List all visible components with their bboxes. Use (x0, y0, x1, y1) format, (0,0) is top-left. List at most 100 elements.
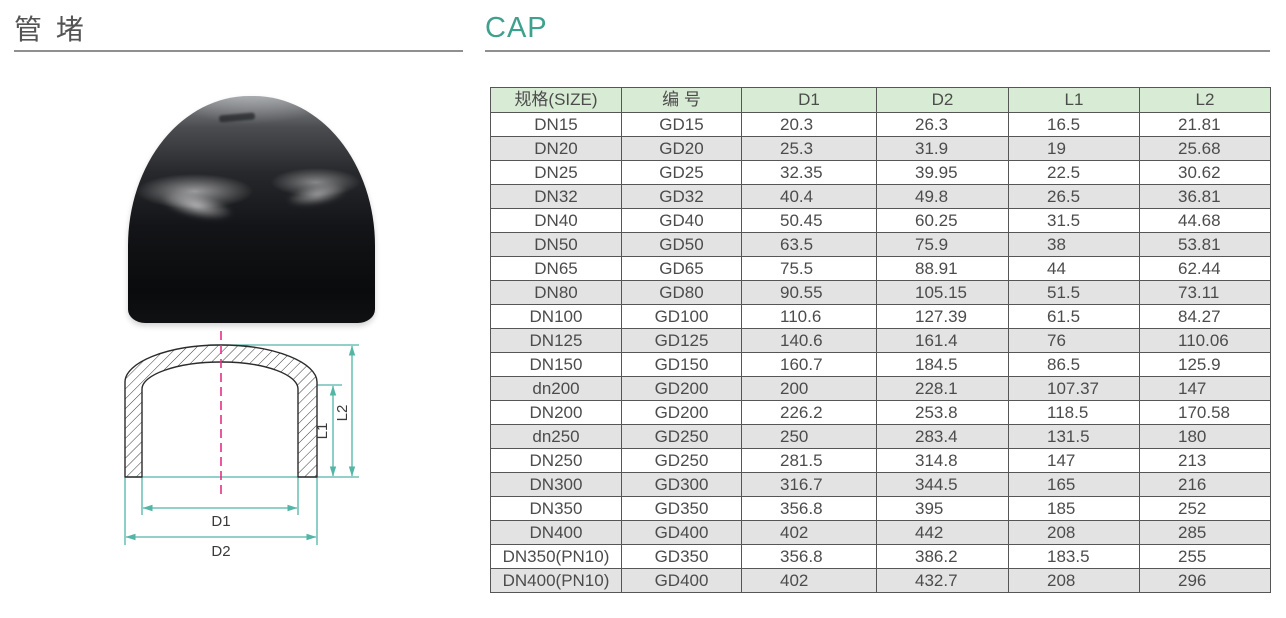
table-row: DN32 GD32 40.4 49.8 26.5 36.81 (490, 184, 1271, 209)
table-row: DN100 GD100 110.6 127.39 61.5 84.27 (490, 304, 1271, 329)
spec-value-cell: 250 (741, 424, 877, 449)
spec-value-cell: 296 (1139, 568, 1271, 593)
spec-value-cell: 20.3 (741, 112, 877, 137)
dim-label-l2: L2 (334, 405, 351, 422)
table-row: DN40 GD40 50.45 60.25 31.5 44.68 (490, 208, 1271, 233)
spec-value-cell: 44 (1008, 256, 1140, 281)
spec-value-cell: 185 (1008, 496, 1140, 521)
spec-value-cell: 62.44 (1139, 256, 1271, 281)
dim-label-d2: D2 (211, 543, 230, 560)
spec-value-cell: 140.6 (741, 328, 877, 353)
spec-id-cell: DN15 (490, 112, 622, 137)
spec-id-cell: GD400 (621, 520, 742, 545)
column-header: L1 (1008, 87, 1140, 113)
page-title-cn: 管 堵 (14, 14, 87, 45)
spec-value-cell: 314.8 (876, 448, 1009, 473)
spec-id-cell: GD300 (621, 472, 742, 497)
spec-id-cell: dn200 (490, 376, 622, 401)
dimension-extension-lines (124, 344, 359, 545)
spec-table-header: 规格(SIZE) 编 号 D1 D2 L1 L2 (490, 87, 1271, 113)
spec-value-cell: 60.25 (876, 208, 1009, 233)
spec-id-cell: DN20 (490, 136, 622, 161)
spec-table-container: 规格(SIZE) 编 号 D1 D2 L1 L2 DN15 GD15 20.3 26.3 16.5… (490, 87, 1271, 593)
spec-value-cell: 30.62 (1139, 160, 1271, 185)
spec-value-cell: 39.95 (876, 160, 1009, 185)
spec-id-cell: GD20 (621, 136, 742, 161)
spec-id-cell: GD350 (621, 544, 742, 569)
cap-section-outline (124, 344, 318, 478)
spec-id-cell: GD350 (621, 496, 742, 521)
spec-value-cell: 402 (741, 568, 877, 593)
spec-value-cell: 25.3 (741, 136, 877, 161)
spec-value-cell: 40.4 (741, 184, 877, 209)
spec-id-cell: DN400(PN10) (490, 568, 622, 593)
spec-value-cell: 316.7 (741, 472, 877, 497)
dim-label-d1: D1 (211, 513, 230, 530)
spec-id-cell: GD80 (621, 280, 742, 305)
spec-table: 规格(SIZE) 编 号 D1 D2 L1 L2 DN15 GD15 20.3 26.3 16.5… (490, 87, 1271, 593)
spec-id-cell: DN125 (490, 328, 622, 353)
spec-value-cell: 285 (1139, 520, 1271, 545)
spec-value-cell: 402 (741, 520, 877, 545)
table-row: DN150 GD150 160.7 184.5 86.5 125.9 (490, 352, 1271, 377)
spec-value-cell: 253.8 (876, 400, 1009, 425)
spec-id-cell: DN40 (490, 208, 622, 233)
spec-value-cell: 131.5 (1008, 424, 1140, 449)
spec-value-cell: 344.5 (876, 472, 1009, 497)
spec-value-cell: 53.81 (1139, 232, 1271, 257)
spec-value-cell: 51.5 (1008, 280, 1140, 305)
spec-value-cell: 395 (876, 496, 1009, 521)
spec-value-cell: 183.5 (1008, 544, 1140, 569)
spec-id-cell: DN25 (490, 160, 622, 185)
spec-value-cell: 16.5 (1008, 112, 1140, 137)
spec-value-cell: 63.5 (741, 232, 877, 257)
dimension-lines (125, 345, 356, 541)
spec-id-cell: DN50 (490, 232, 622, 257)
spec-value-cell: 26.3 (876, 112, 1009, 137)
spec-value-cell: 110.06 (1139, 328, 1271, 353)
spec-id-cell: GD50 (621, 232, 742, 257)
dim-label-l1: L1 (314, 423, 331, 440)
spec-value-cell: 216 (1139, 472, 1271, 497)
spec-id-cell: DN65 (490, 256, 622, 281)
table-row: DN300 GD300 316.7 344.5 165 216 (490, 472, 1271, 497)
spec-value-cell: 228.1 (876, 376, 1009, 401)
spec-id-cell: GD32 (621, 184, 742, 209)
spec-value-cell: 356.8 (741, 544, 877, 569)
column-header: D1 (741, 87, 877, 113)
spec-value-cell: 160.7 (741, 352, 877, 377)
title-rule-en (485, 50, 1270, 52)
spec-id-cell: DN350 (490, 496, 622, 521)
spec-value-cell: 105.15 (876, 280, 1009, 305)
spec-value-cell: 208 (1008, 520, 1140, 545)
spec-id-cell: GD15 (621, 112, 742, 137)
column-header: D2 (876, 87, 1009, 113)
title-rule-cn (14, 50, 463, 52)
spec-value-cell: 61.5 (1008, 304, 1140, 329)
spec-value-cell: 19 (1008, 136, 1140, 161)
spec-value-cell: 107.37 (1008, 376, 1140, 401)
column-header: 规格(SIZE) (490, 87, 622, 113)
spec-id-cell: GD250 (621, 424, 742, 449)
spec-value-cell: 49.8 (876, 184, 1009, 209)
spec-value-cell: 356.8 (741, 496, 877, 521)
spec-value-cell: 22.5 (1008, 160, 1140, 185)
table-row: DN25 GD25 32.35 39.95 22.5 30.62 (490, 160, 1271, 185)
spec-value-cell: 110.6 (741, 304, 877, 329)
spec-value-cell: 184.5 (876, 352, 1009, 377)
spec-value-cell: 252 (1139, 496, 1271, 521)
spec-value-cell: 283.4 (876, 424, 1009, 449)
spec-value-cell: 26.5 (1008, 184, 1140, 209)
spec-value-cell: 127.39 (876, 304, 1009, 329)
spec-id-cell: DN100 (490, 304, 622, 329)
spec-value-cell: 31.9 (876, 136, 1009, 161)
page-title-en: CAP (485, 12, 548, 44)
column-header: L2 (1139, 87, 1271, 113)
spec-value-cell: 432.7 (876, 568, 1009, 593)
spec-id-cell: GD250 (621, 448, 742, 473)
spec-value-cell: 38 (1008, 232, 1140, 257)
spec-value-cell: 442 (876, 520, 1009, 545)
cap-body-shape (128, 96, 375, 323)
table-row: DN250 GD250 281.5 314.8 147 213 (490, 448, 1271, 473)
